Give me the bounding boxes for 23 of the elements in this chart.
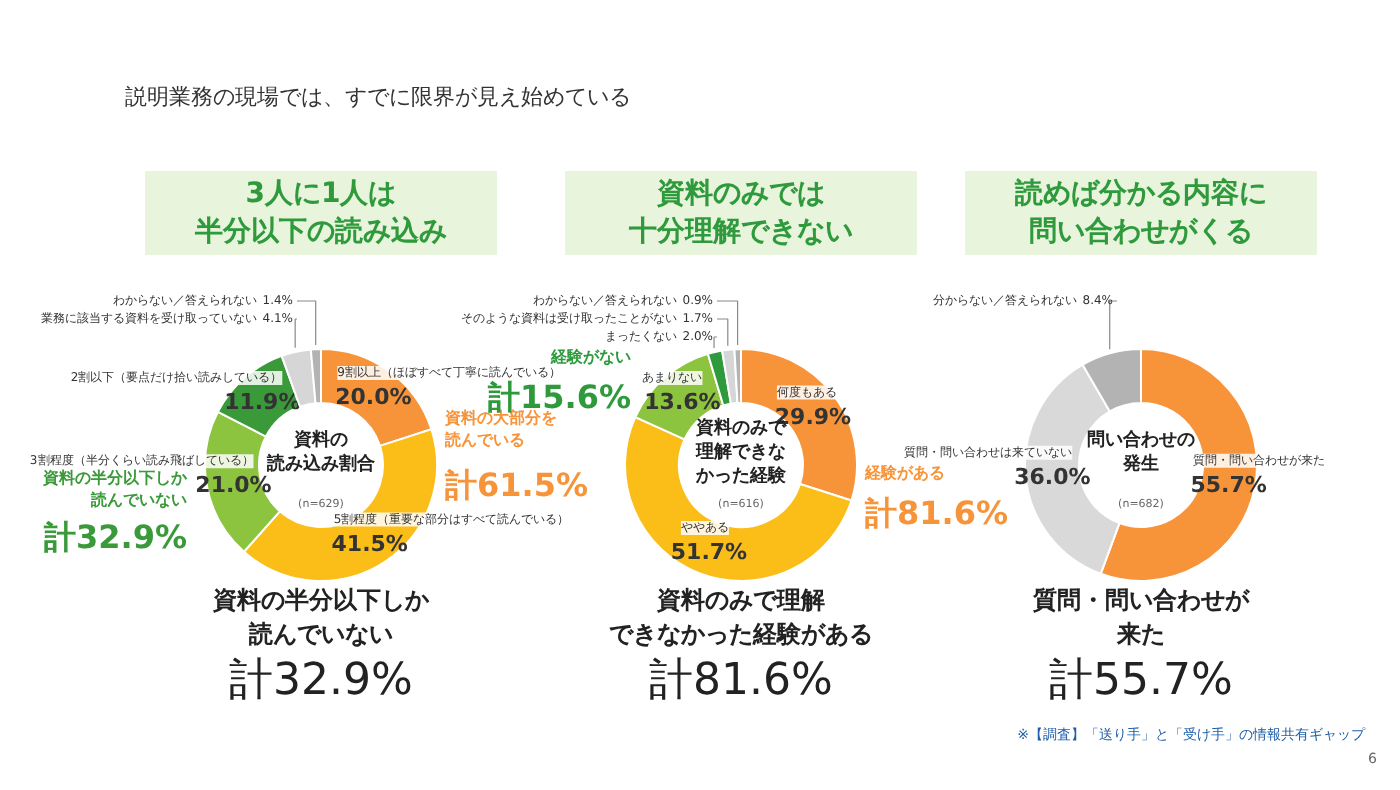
- text: 計81.6%: [649, 656, 833, 706]
- chart-title: 読めば分かる内容に問い合わせがくる: [1013, 175, 1267, 249]
- text: 経験がない: [549, 348, 631, 366]
- text: 計32.9%: [41, 518, 188, 556]
- text: 資料のみで理解できなかった経験がある: [609, 586, 873, 648]
- text: 計81.6%: [863, 494, 1009, 532]
- text: 経験がある: [863, 464, 945, 482]
- chart-title: 3人に1人は半分以下の読み込み: [193, 177, 447, 249]
- text: 問い合わせの発生: [1087, 429, 1195, 475]
- data-label: 51.7%: [670, 539, 748, 566]
- text: 資料の半分以下しか読んでいない: [41, 469, 189, 509]
- text: 資料の半分以下しか読んでいない: [211, 586, 431, 648]
- data-label: 41.5%: [331, 530, 408, 557]
- text: 計55.7%: [1049, 656, 1233, 706]
- data-label: 36.0%: [1014, 463, 1091, 490]
- chart-title: 資料のみでは十分理解できない: [627, 177, 853, 249]
- text: 資料の読み込み割合: [265, 429, 377, 475]
- data-label: 13.6%: [644, 388, 721, 415]
- data-label: 20.0%: [335, 384, 412, 411]
- text: 計32.9%: [229, 656, 413, 706]
- text: 計61.5%: [443, 466, 589, 504]
- text: 説明業務の現場では、すでに限界が見え始めている: [125, 84, 631, 110]
- text: 質問・問い合わせが来た: [1031, 586, 1251, 648]
